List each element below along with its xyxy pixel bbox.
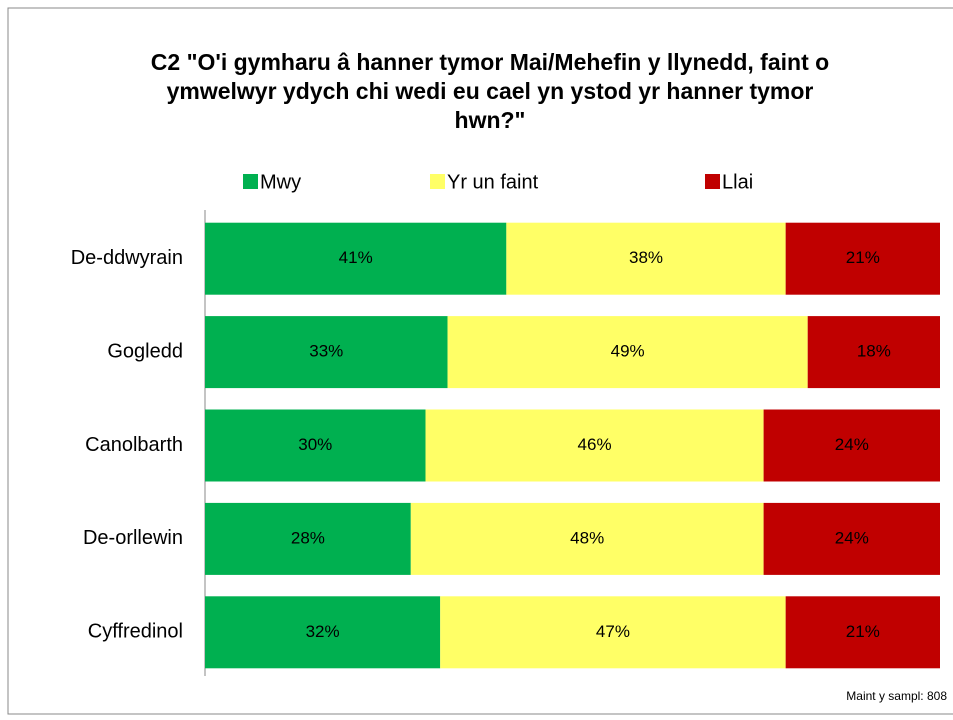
- legend-swatch: [430, 174, 445, 189]
- chart-title: C2 "O'i gymharu â hanner tymor Mai/Mehef…: [150, 49, 830, 133]
- data-label: 48%: [570, 528, 604, 547]
- data-label: 46%: [578, 435, 612, 454]
- data-label: 30%: [298, 435, 332, 454]
- y-tick-label: De-ddwyrain: [71, 247, 183, 269]
- bar-segment: [205, 502, 411, 575]
- note: Maint y sampl: 808: [846, 689, 947, 703]
- bar-segment: [506, 222, 786, 295]
- bar-segment: [205, 316, 448, 389]
- legend-label: Llai: [722, 171, 753, 193]
- bar-segment: [763, 409, 940, 482]
- bar-segment: [807, 316, 940, 389]
- data-label: 38%: [629, 248, 663, 267]
- y-tick-label: Cyffredinol: [88, 621, 183, 643]
- bar-segment: [447, 316, 808, 389]
- data-label: 18%: [857, 342, 891, 361]
- legend-label: Yr un faint: [447, 171, 539, 193]
- legend-swatch: [243, 174, 258, 189]
- bar-segment: [205, 222, 507, 295]
- bar-segment: [205, 409, 426, 482]
- data-label: 24%: [835, 528, 869, 547]
- y-tick-label: Gogledd: [107, 340, 183, 362]
- data-label: 49%: [611, 342, 645, 361]
- data-label: 28%: [291, 528, 325, 547]
- bar-segment: [410, 502, 764, 575]
- y-tick-label: Canolbarth: [85, 434, 183, 456]
- data-label: 41%: [339, 248, 373, 267]
- data-label: 21%: [846, 622, 880, 641]
- legend-swatch: [705, 174, 720, 189]
- data-label: 33%: [309, 342, 343, 361]
- bar-segment: [785, 222, 940, 295]
- y-tick-label: De-orllewin: [83, 527, 183, 549]
- data-label: 24%: [835, 435, 869, 454]
- bar-segment: [205, 596, 441, 669]
- data-label: 32%: [306, 622, 340, 641]
- data-label: 21%: [846, 248, 880, 267]
- bar-segment: [425, 409, 764, 482]
- bar-segment: [440, 596, 786, 669]
- legend-label: Mwy: [260, 171, 301, 193]
- bar-segment: [763, 502, 940, 575]
- data-label: 47%: [596, 622, 630, 641]
- bar-segment: [785, 596, 940, 669]
